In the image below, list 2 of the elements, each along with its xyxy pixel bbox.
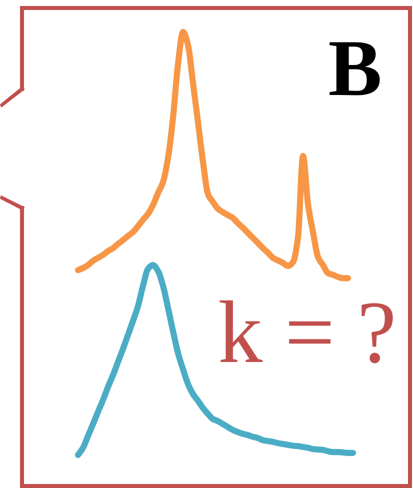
annotation: k = ?	[220, 300, 393, 364]
chart-title: B	[330, 42, 380, 96]
